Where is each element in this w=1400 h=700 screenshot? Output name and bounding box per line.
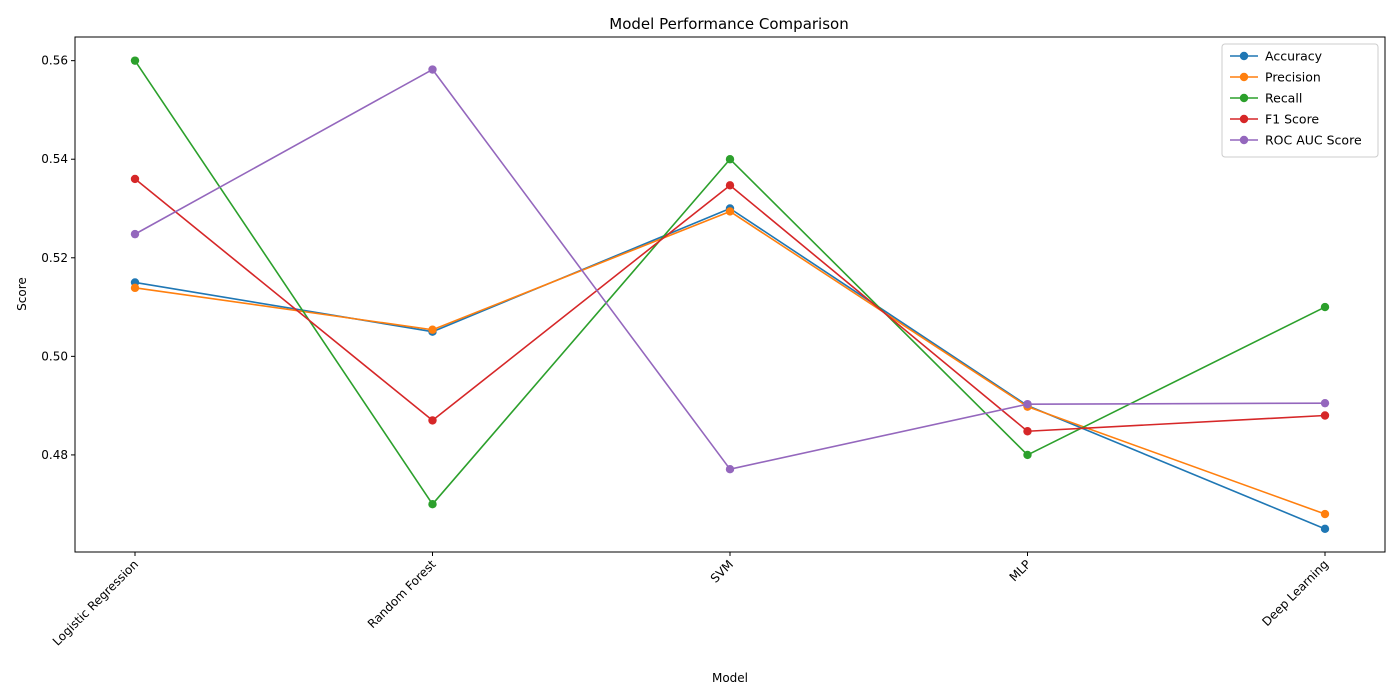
data-point — [428, 416, 437, 425]
legend-marker — [1239, 93, 1249, 103]
x-tick-label: MLP — [1007, 557, 1034, 584]
y-tick-label: 0.52 — [41, 251, 68, 265]
y-tick-label: 0.56 — [41, 54, 68, 68]
data-point — [130, 283, 140, 293]
data-point — [428, 499, 437, 509]
y-tick-label: 0.54 — [41, 152, 68, 166]
data-point — [1320, 524, 1330, 534]
data-point — [725, 465, 735, 474]
data-point — [1320, 411, 1330, 420]
data-point — [1320, 398, 1330, 408]
data-point — [725, 207, 735, 216]
legend-label: ROC AUC Score — [1265, 133, 1362, 148]
legend-label: Recall — [1265, 91, 1302, 106]
legend-item: Recall — [1230, 91, 1302, 106]
x-tick-label: Random Forest — [365, 557, 439, 631]
x-tick-label: SVM — [708, 557, 736, 585]
x-tick-label: Logistic Regression — [50, 557, 141, 648]
legend-item: Precision — [1230, 70, 1321, 85]
data-point — [725, 155, 735, 164]
data-point — [1023, 427, 1032, 436]
series-f1-score — [130, 174, 1330, 436]
plot-area — [74, 36, 1386, 553]
legend-marker — [1239, 114, 1249, 124]
y-axis: 0.48 0.50 0.52 0.54 0.56 — [41, 54, 75, 462]
data-point — [725, 181, 735, 190]
y-tick-label: 0.48 — [41, 448, 68, 462]
data-point — [130, 229, 140, 239]
legend-item: F1 Score — [1230, 112, 1319, 127]
data-point — [1023, 399, 1032, 409]
data-point — [130, 174, 140, 184]
series-recall — [130, 56, 1330, 509]
x-axis: Logistic Regression Random Forest SVM MLP De… — [50, 552, 1331, 649]
x-tick-label: Deep Learning — [1259, 557, 1331, 629]
legend: Accuracy Precision Recall F1 Score ROC AUC S… — [1221, 43, 1379, 158]
data-point — [1023, 450, 1032, 460]
legend-item: Accuracy — [1230, 49, 1323, 64]
legend-marker — [1239, 72, 1249, 82]
series-roc-auc-score — [130, 65, 1330, 474]
data-point — [428, 325, 437, 334]
data-point — [428, 65, 437, 74]
y-axis-label: Score — [15, 277, 29, 311]
legend-label: F1 Score — [1265, 112, 1319, 127]
legend-box — [1221, 43, 1379, 158]
legend-marker — [1239, 135, 1249, 145]
data-point — [1320, 302, 1330, 312]
legend-label: Precision — [1265, 70, 1321, 85]
data-point — [1320, 509, 1330, 519]
legend-marker — [1239, 51, 1249, 61]
y-tick-label: 0.50 — [41, 349, 68, 363]
x-axis-label: Model — [712, 671, 748, 685]
legend-label: Accuracy — [1265, 49, 1323, 64]
legend-item: ROC AUC Score — [1230, 133, 1362, 148]
chart-title: Model Performance Comparison — [609, 15, 848, 33]
series-layer — [130, 56, 1330, 534]
data-point — [130, 56, 140, 65]
